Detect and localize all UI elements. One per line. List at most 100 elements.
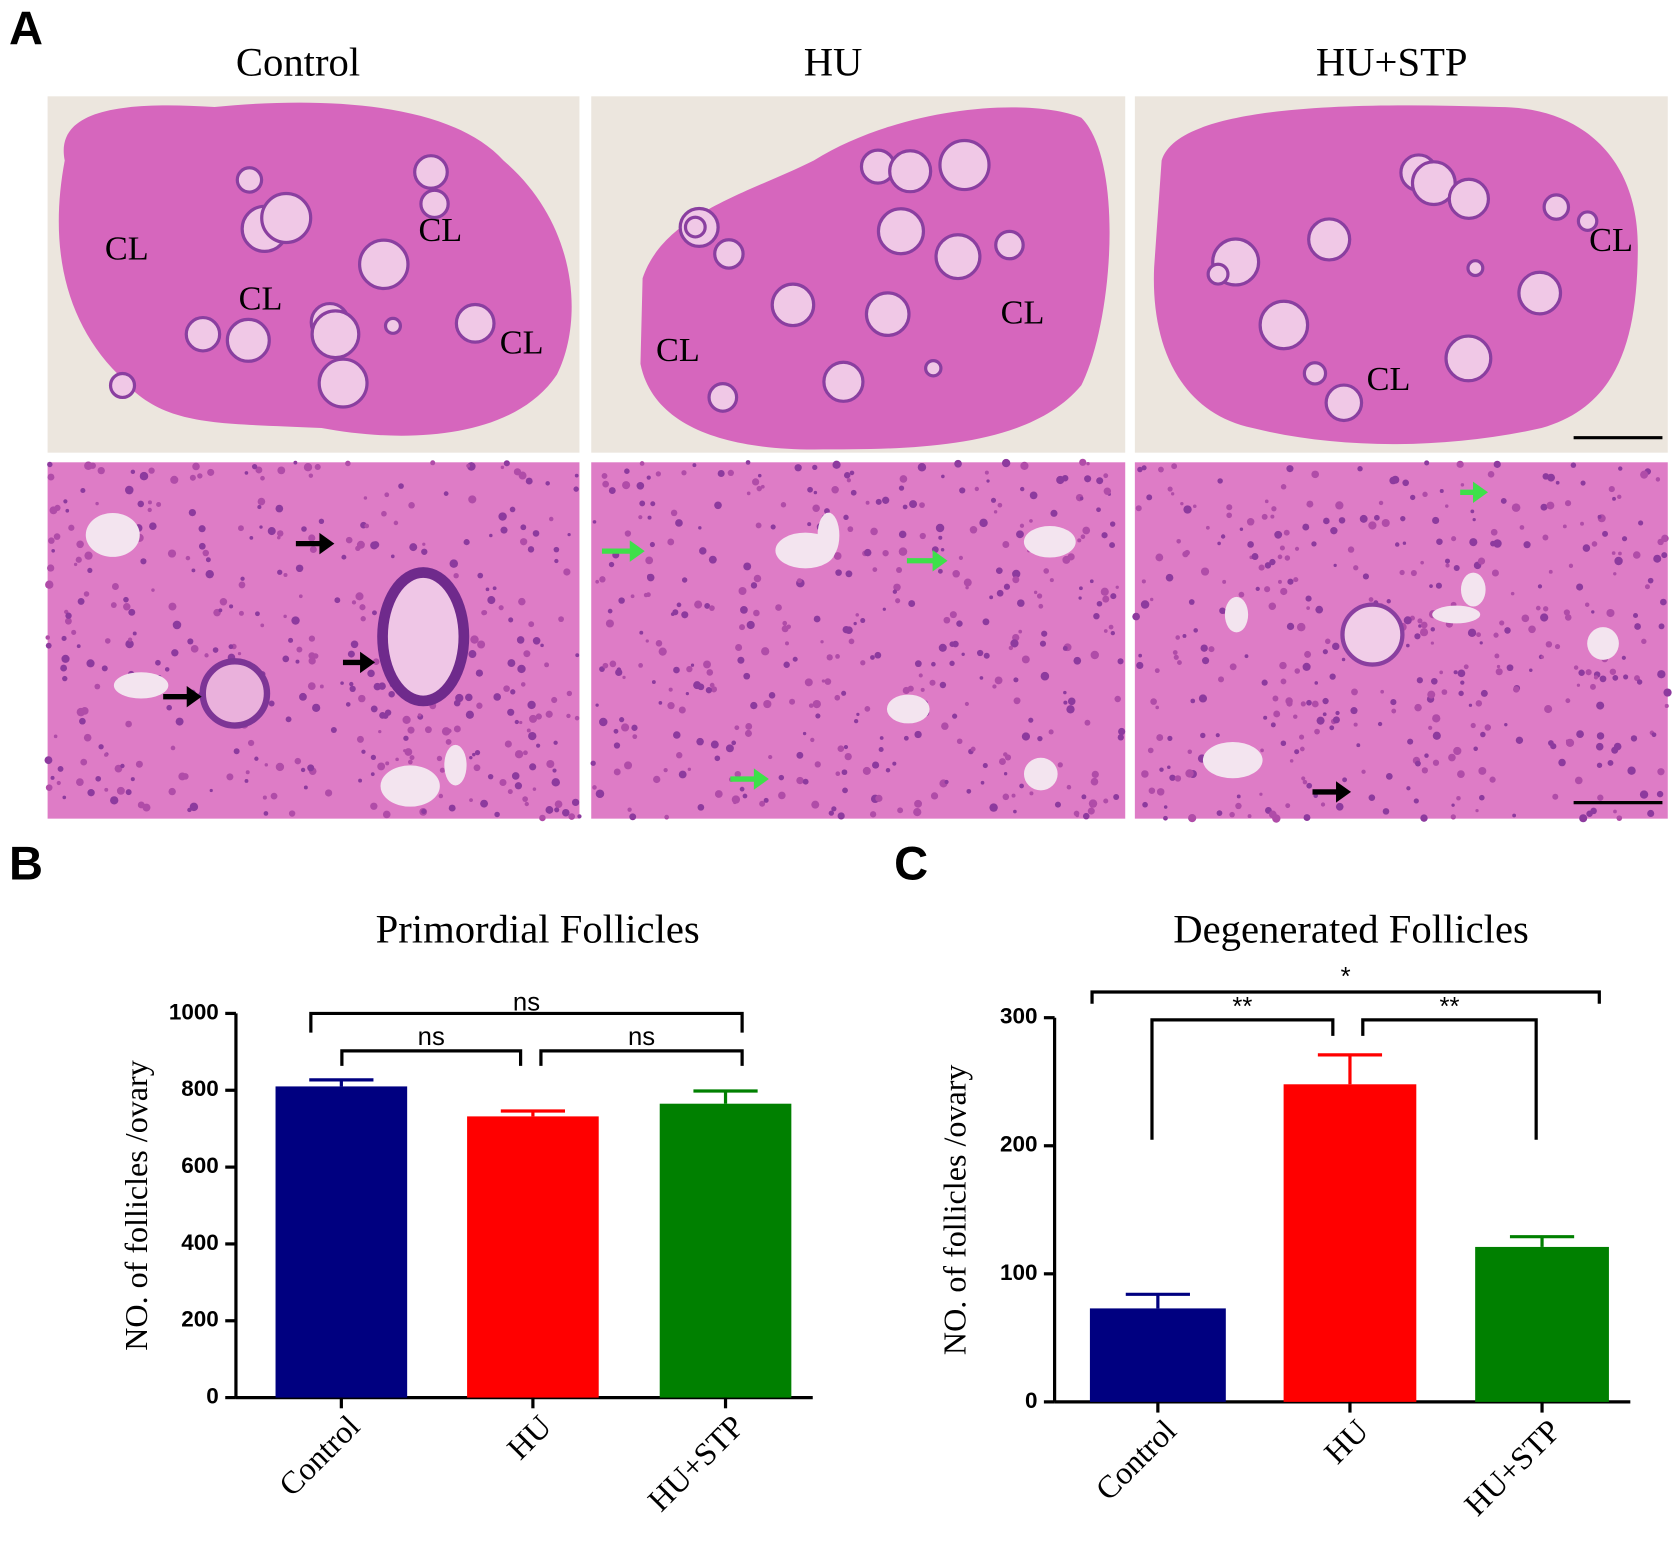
nucleus xyxy=(756,485,762,492)
nucleus xyxy=(714,755,721,762)
nucleus xyxy=(1406,786,1411,791)
significance-label: * xyxy=(1341,963,1351,991)
nucleus xyxy=(1263,715,1268,720)
nucleus xyxy=(1406,643,1410,648)
nucleus xyxy=(645,639,649,643)
nucleus xyxy=(982,762,988,769)
nucleus xyxy=(1489,776,1496,783)
nucleus xyxy=(1402,479,1410,487)
nucleus xyxy=(1468,703,1473,707)
nucleus xyxy=(1540,655,1544,659)
nucleus xyxy=(717,469,725,477)
nucleus xyxy=(120,763,125,769)
follicle xyxy=(1576,210,1599,232)
nucleus xyxy=(1641,638,1647,645)
nucleus xyxy=(1521,614,1530,623)
space xyxy=(1202,742,1263,779)
nucleus xyxy=(1322,649,1328,655)
nucleus xyxy=(1176,538,1181,544)
nucleus xyxy=(1420,621,1428,629)
nucleus xyxy=(1523,541,1531,549)
nucleus xyxy=(1177,660,1182,665)
nucleus xyxy=(1029,519,1033,523)
nucleus xyxy=(300,767,306,773)
nucleus xyxy=(1222,579,1227,584)
nucleus xyxy=(999,758,1006,766)
nucleus xyxy=(878,746,884,753)
nucleus xyxy=(1451,536,1457,542)
nucleus xyxy=(1444,558,1450,564)
follicle xyxy=(357,238,410,291)
nucleus xyxy=(1117,734,1124,741)
nucleus xyxy=(291,616,300,625)
nucleus xyxy=(735,643,743,651)
nucleus xyxy=(956,620,963,627)
nucleus xyxy=(1609,668,1617,675)
nucleus xyxy=(473,764,481,772)
nucleus xyxy=(1543,606,1549,612)
nucleus xyxy=(1108,624,1114,630)
nucleus xyxy=(1595,742,1604,751)
nucleus xyxy=(1473,746,1478,751)
nucleus xyxy=(879,736,884,740)
nucleus xyxy=(303,785,308,790)
nucleus xyxy=(360,616,366,622)
nucleus xyxy=(45,580,54,589)
nucleus xyxy=(350,640,359,649)
nucleus xyxy=(1163,815,1168,821)
bar xyxy=(275,1086,408,1398)
nucleus xyxy=(952,713,958,719)
nucleus xyxy=(1545,641,1553,648)
nucleus xyxy=(98,744,104,750)
nucleus xyxy=(204,653,209,658)
nucleus xyxy=(465,710,474,719)
nucleus xyxy=(1627,766,1636,775)
space xyxy=(886,694,930,724)
nucleus xyxy=(125,639,134,649)
nucleus xyxy=(1091,770,1099,779)
nucleus xyxy=(294,757,302,765)
nucleus xyxy=(984,470,989,475)
column-title: HU xyxy=(804,40,863,85)
follicle xyxy=(199,658,271,729)
nucleus xyxy=(1329,673,1336,680)
nucleus xyxy=(519,720,523,725)
nucleus xyxy=(516,636,525,644)
nucleus xyxy=(1235,802,1242,810)
nucleus xyxy=(1632,551,1641,559)
y-axis-title: NO. of follicles /ovary xyxy=(937,1065,973,1356)
nucleus xyxy=(778,791,786,800)
nucleus xyxy=(1618,551,1622,556)
nucleus xyxy=(1510,591,1515,596)
nucleus xyxy=(1096,600,1103,607)
nucleus xyxy=(696,737,704,746)
nucleus xyxy=(130,469,136,475)
nucleus xyxy=(1079,586,1083,591)
nucleus xyxy=(1428,725,1433,730)
nucleus xyxy=(624,530,632,537)
nucleus xyxy=(980,780,985,785)
nucleus xyxy=(219,598,228,606)
nucleus xyxy=(812,504,820,513)
nucleus xyxy=(1493,632,1499,638)
nucleus xyxy=(503,460,510,467)
nucleus xyxy=(831,806,837,812)
nucleus xyxy=(125,789,132,796)
nucleus xyxy=(759,800,766,807)
nucleus xyxy=(708,555,717,564)
nucleus xyxy=(678,706,686,714)
nucleus xyxy=(1608,486,1615,493)
nucleus xyxy=(746,491,751,496)
panel-label: C xyxy=(894,836,928,889)
nucleus xyxy=(1606,608,1615,618)
nucleus xyxy=(1456,460,1464,468)
nucleus xyxy=(1413,798,1419,804)
nucleus xyxy=(379,711,386,719)
nucleus xyxy=(47,564,55,572)
nucleus xyxy=(807,486,813,493)
nucleus xyxy=(837,812,845,820)
nucleus xyxy=(996,589,1004,597)
nucleus xyxy=(676,752,683,759)
nucleus xyxy=(276,535,281,540)
nucleus xyxy=(202,549,210,557)
